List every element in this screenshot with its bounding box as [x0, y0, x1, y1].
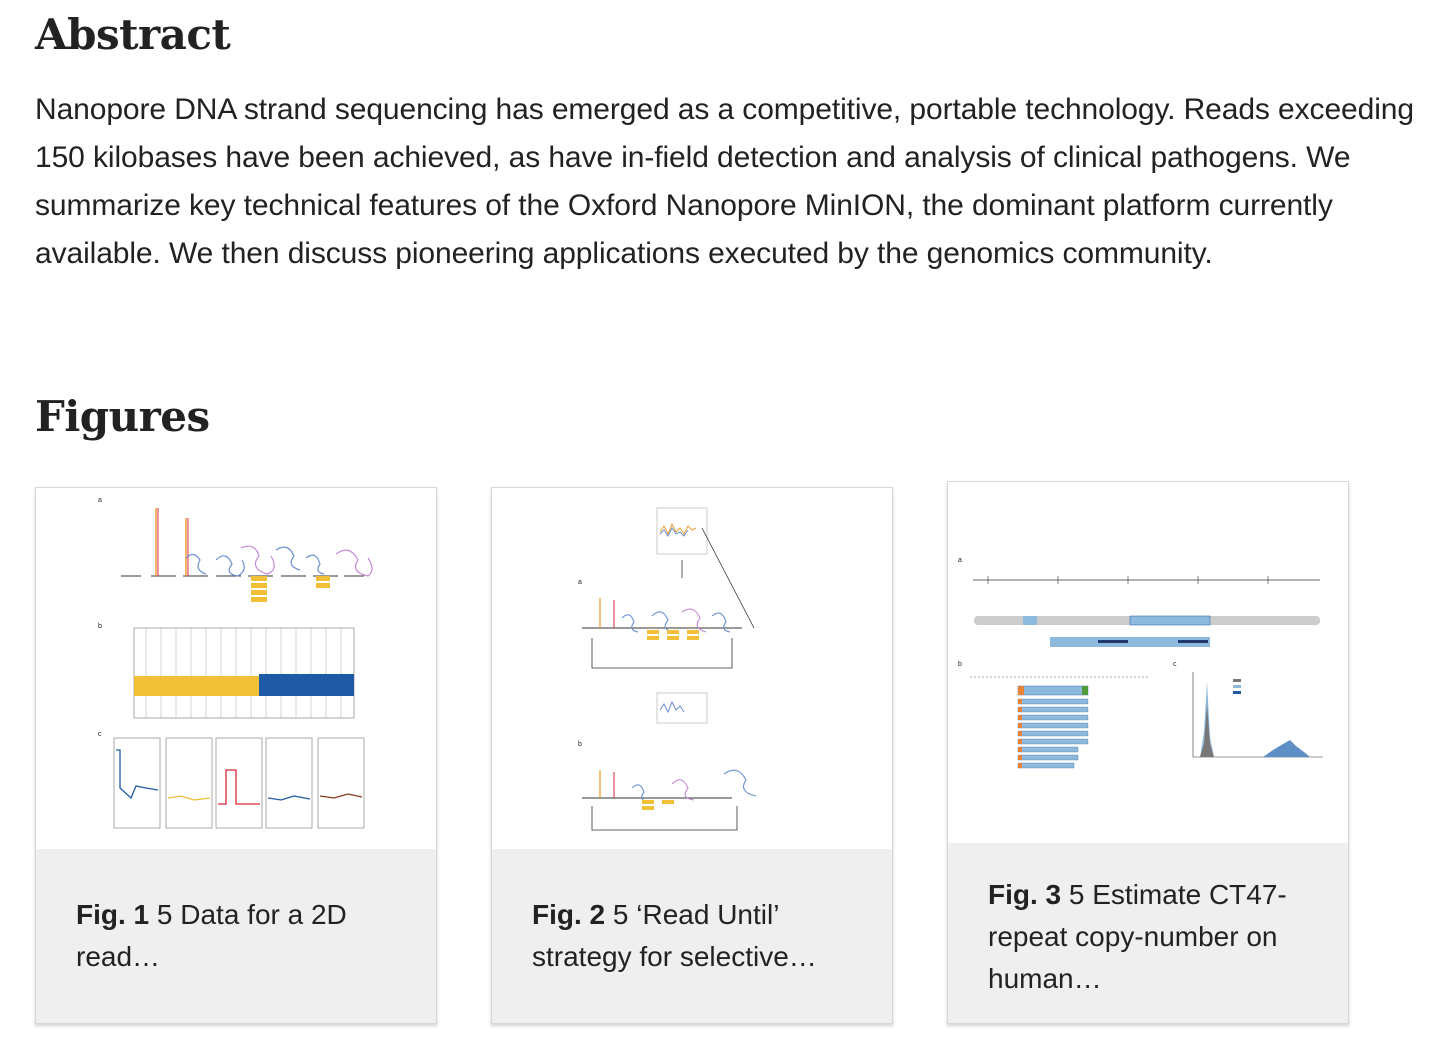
svg-text:a: a — [958, 557, 962, 564]
figure-2-caption-text: 5 ‘Read Until’ strategy for selective… — [532, 899, 817, 972]
figure-3-label: Fig. 3 — [988, 879, 1062, 910]
figure-3-caption-text: 5 Estimate CT47-repeat copy-number on hu… — [988, 879, 1287, 994]
figure-1-caption[interactable]: Fig. 1 5 Data for a 2D read… — [76, 894, 406, 978]
figure-1-caption-text: 5 Data for a 2D read… — [76, 899, 347, 972]
figure-card-3[interactable]: a b — [947, 481, 1349, 1024]
svg-text:c: c — [1173, 661, 1177, 668]
figure-card-1[interactable]: a — [35, 487, 437, 1024]
svg-text:b: b — [958, 661, 962, 668]
figure-3-thumbnail[interactable]: a b — [948, 482, 1348, 843]
figure-2-thumbnail[interactable]: a b — [492, 488, 892, 849]
figure-3-caption[interactable]: Fig. 3 5 Estimate CT47-repeat copy-numbe… — [988, 874, 1318, 1000]
figures-heading: Figures — [35, 392, 210, 441]
svg-text:b: b — [578, 741, 582, 748]
svg-text:b: b — [98, 623, 102, 630]
svg-text:a: a — [98, 497, 102, 504]
svg-text:c: c — [98, 731, 102, 738]
abstract-text: Nanopore DNA strand sequencing has emerg… — [35, 93, 1414, 270]
figure-1-thumbnail[interactable]: a — [36, 488, 436, 849]
abstract-heading: Abstract — [35, 10, 231, 59]
svg-text:a: a — [578, 579, 582, 586]
figure-2-caption[interactable]: Fig. 2 5 ‘Read Until’ strategy for selec… — [532, 894, 862, 978]
figure-2-label: Fig. 2 — [532, 899, 606, 930]
figure-1-label: Fig. 1 — [76, 899, 150, 930]
figure-card-2[interactable]: a b — [491, 487, 893, 1024]
